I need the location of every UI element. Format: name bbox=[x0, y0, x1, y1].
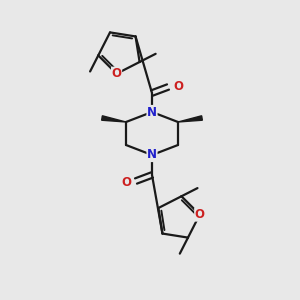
Text: O: O bbox=[112, 67, 122, 80]
Text: N: N bbox=[147, 148, 157, 161]
Polygon shape bbox=[178, 116, 202, 122]
Text: O: O bbox=[195, 208, 205, 221]
Polygon shape bbox=[102, 116, 126, 122]
Text: O: O bbox=[121, 176, 131, 188]
Text: O: O bbox=[173, 80, 183, 92]
Text: N: N bbox=[147, 106, 157, 118]
